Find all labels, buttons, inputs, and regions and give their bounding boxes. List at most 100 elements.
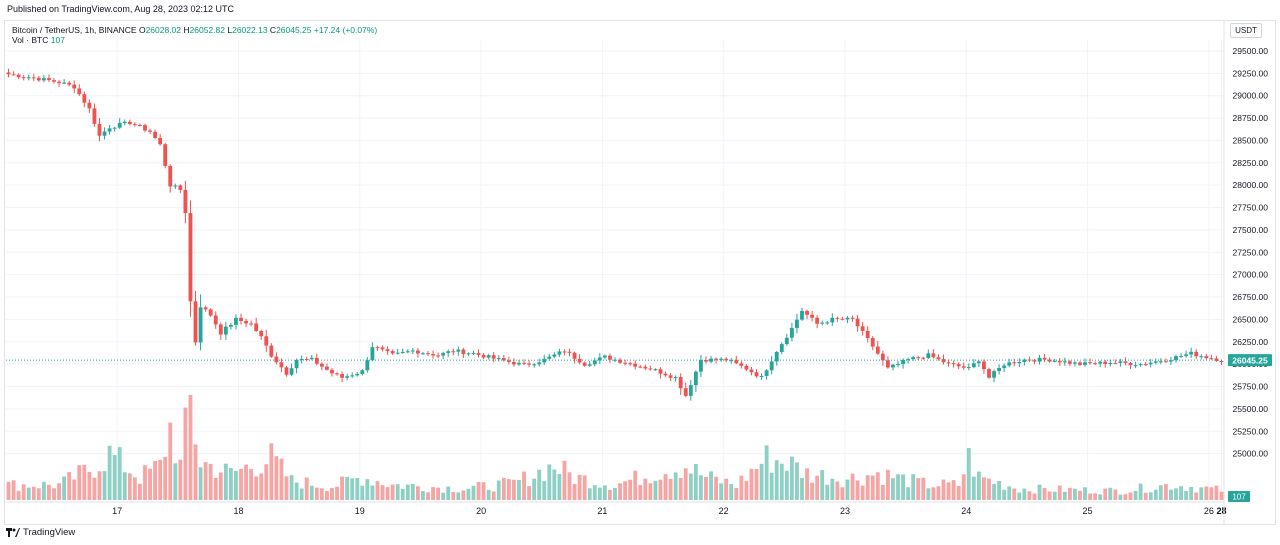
candle-body bbox=[653, 369, 658, 371]
volume-bar bbox=[805, 468, 809, 500]
volume-bar bbox=[1199, 487, 1204, 500]
volume-bar bbox=[517, 479, 521, 500]
candle-body bbox=[896, 363, 900, 365]
volume-bar bbox=[1067, 487, 1072, 500]
candle-body bbox=[916, 357, 921, 359]
volume-bar bbox=[891, 478, 895, 500]
candle-body bbox=[906, 359, 911, 361]
candle-body bbox=[350, 375, 355, 377]
candle-body bbox=[1143, 364, 1148, 366]
candle-body bbox=[663, 373, 668, 376]
currency-button[interactable]: USDT bbox=[1230, 23, 1262, 38]
y-tick-label: 26250.00 bbox=[1233, 337, 1269, 347]
candle-body bbox=[112, 127, 117, 129]
candle-body bbox=[522, 362, 526, 364]
candle-body bbox=[415, 350, 420, 354]
candle-body bbox=[97, 123, 102, 136]
candle-body bbox=[850, 317, 855, 319]
candle-body bbox=[537, 362, 542, 365]
volume-bar bbox=[815, 475, 820, 500]
candle-body bbox=[36, 77, 41, 81]
volume-bar bbox=[961, 474, 966, 500]
volume-bar bbox=[779, 463, 784, 500]
candle-body bbox=[218, 324, 223, 335]
candle-body bbox=[163, 144, 168, 166]
last-price-label: 26045.25 bbox=[1232, 356, 1268, 366]
candle-body bbox=[1103, 361, 1108, 364]
volume-bar bbox=[1083, 487, 1087, 500]
candle-body bbox=[815, 317, 820, 324]
volume-bar bbox=[1042, 488, 1047, 500]
y-tick-label: 26500.00 bbox=[1233, 314, 1269, 324]
footer-brand-text: TradingView bbox=[23, 527, 76, 538]
volume-bar bbox=[62, 476, 67, 500]
candle-body bbox=[562, 351, 567, 353]
volume-bar bbox=[390, 484, 395, 500]
x-tick-label: 22 bbox=[719, 506, 729, 516]
ohlc-legend: Bitcoin / TetherUS, 1h, BINANCE O26028.0… bbox=[12, 24, 377, 36]
volume-bar bbox=[1138, 483, 1143, 500]
volume-bar bbox=[486, 489, 491, 500]
volume-bar bbox=[678, 477, 683, 500]
volume-bar bbox=[132, 477, 137, 500]
volume-bar bbox=[228, 467, 233, 500]
volume-bar bbox=[658, 479, 663, 500]
candle-body bbox=[284, 367, 289, 375]
volume-bar bbox=[1148, 492, 1153, 500]
candle-body bbox=[567, 351, 572, 353]
candle-body bbox=[213, 315, 218, 325]
candle-body bbox=[223, 326, 228, 335]
volume-bar bbox=[481, 482, 486, 500]
candle-body bbox=[885, 360, 890, 368]
candle-body bbox=[1042, 357, 1047, 360]
candle-body bbox=[289, 368, 294, 375]
candle-body bbox=[557, 351, 562, 355]
volume-bar bbox=[673, 472, 678, 500]
volume-bar bbox=[501, 477, 506, 500]
high-label: H bbox=[183, 25, 190, 35]
symbol-title: Bitcoin / TetherUS, 1h, BINANCE bbox=[12, 25, 137, 35]
candle-body bbox=[1022, 359, 1027, 362]
y-tick-label: 27250.00 bbox=[1233, 247, 1269, 257]
candle-body bbox=[734, 360, 739, 364]
volume-bar bbox=[663, 473, 668, 500]
candle-body bbox=[875, 346, 880, 354]
volume-bar bbox=[638, 485, 643, 500]
volume-bar bbox=[926, 488, 931, 500]
candle-body bbox=[400, 351, 405, 353]
candle-body bbox=[678, 377, 683, 389]
candle-body bbox=[855, 318, 860, 327]
volume-bar bbox=[1002, 489, 1007, 500]
open-label: O bbox=[138, 25, 146, 35]
volume-bar bbox=[906, 487, 911, 500]
footer-brand: TradingView bbox=[6, 527, 75, 538]
volume-bar bbox=[314, 487, 319, 500]
volume-bar bbox=[668, 478, 673, 500]
x-tick-label: 17 bbox=[112, 506, 122, 516]
candle-body bbox=[506, 360, 511, 362]
candle-body bbox=[405, 351, 410, 353]
candle-body bbox=[77, 88, 82, 95]
candle-body bbox=[774, 351, 779, 362]
volume-bar bbox=[744, 480, 749, 500]
candle-body bbox=[314, 357, 319, 364]
candle-body bbox=[835, 317, 840, 319]
candle-body bbox=[183, 189, 188, 214]
candle-body bbox=[1158, 361, 1163, 363]
volume-bar bbox=[471, 485, 476, 500]
volume-bar bbox=[77, 465, 82, 500]
candle-body bbox=[1194, 351, 1199, 357]
volume-bar bbox=[850, 473, 855, 500]
low-value: 26022.13 bbox=[232, 25, 268, 35]
volume-bar bbox=[360, 485, 365, 500]
x-tick-label: 25 bbox=[1083, 506, 1093, 516]
candle-body bbox=[840, 318, 845, 320]
volume-bar bbox=[289, 475, 294, 500]
candle-body bbox=[451, 351, 456, 353]
candle-body bbox=[911, 357, 916, 360]
volume-bar bbox=[491, 491, 496, 500]
volume-bar bbox=[830, 478, 835, 500]
candle-body bbox=[668, 375, 673, 378]
y-tick-label: 25750.00 bbox=[1233, 382, 1269, 392]
